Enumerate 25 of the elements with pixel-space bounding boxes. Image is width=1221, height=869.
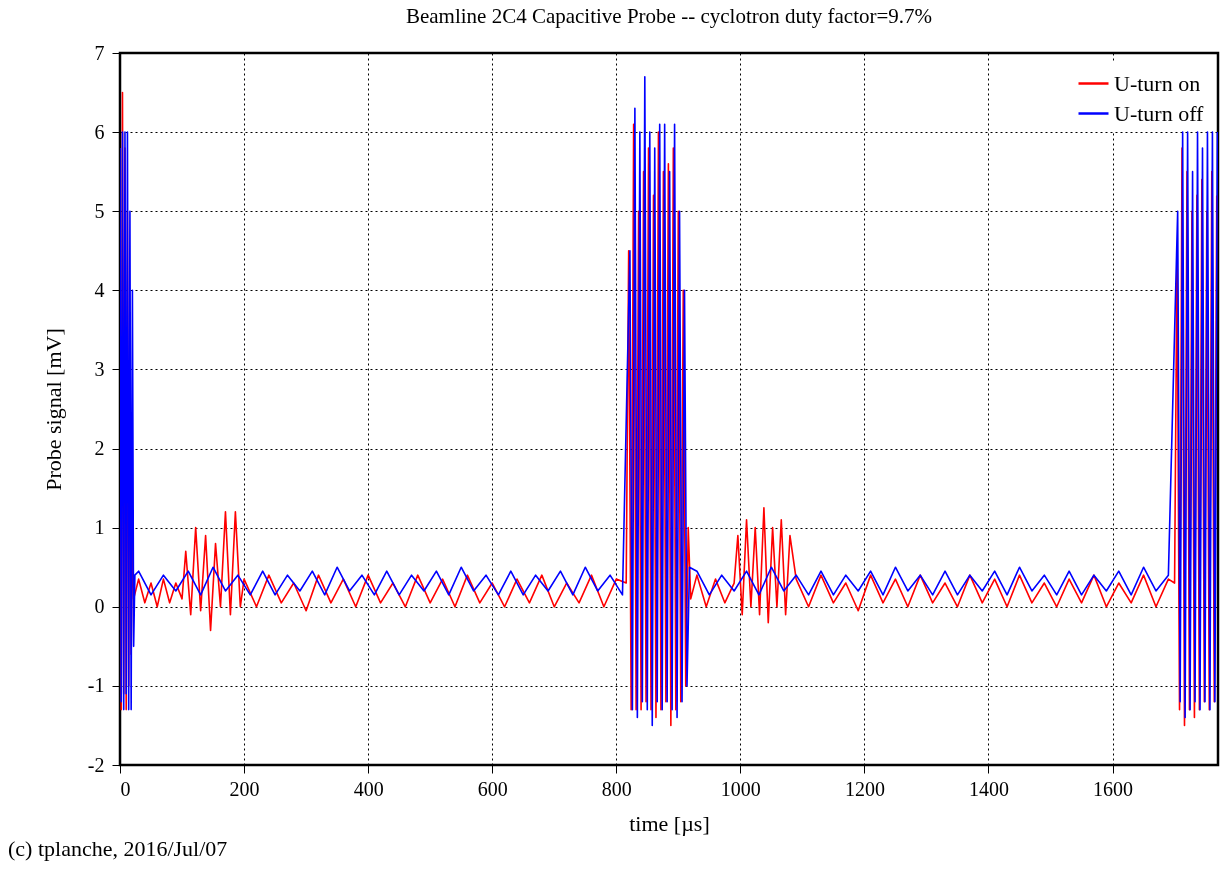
x-tick-label: 200 (229, 777, 260, 800)
y-tick-label: 2 (94, 437, 105, 460)
chart-title: Beamline 2C4 Capacitive Probe -- cyclotron duty factor=9.7% (405, 4, 933, 28)
y-tick-label: 1 (94, 516, 105, 539)
y-tick-label: 7 (94, 41, 105, 64)
y-tick-label: 4 (94, 278, 105, 301)
x-tick-label: 400 (353, 777, 384, 800)
x-tick-label: 1200 (844, 777, 885, 800)
y-tick-label: 5 (94, 199, 105, 222)
y-tick-label: -1 (87, 674, 105, 697)
x-tick-label: 1400 (968, 777, 1009, 800)
text: (c) tplanche, 2016/Jul/07 (8, 836, 228, 861)
x-tick-label: 1600 (1093, 777, 1134, 800)
x-tick-label: 0 (120, 777, 131, 800)
legend-label: U-turn on (1114, 70, 1201, 96)
x-tick-label: 800 (601, 777, 632, 800)
x-tick-label: 600 (477, 777, 508, 800)
y-tick-label: -2 (87, 753, 105, 776)
legend-label: U-turn off (1114, 100, 1205, 126)
y-tick-label: 0 (94, 595, 105, 618)
y-tick-label: 6 (94, 120, 105, 143)
x-tick-label: 1000 (720, 777, 761, 800)
y-tick-label: 3 (94, 357, 105, 380)
y-axis-title: Probe signal [mV] (40, 328, 66, 491)
x-axis-title: time [µs] (629, 810, 710, 836)
